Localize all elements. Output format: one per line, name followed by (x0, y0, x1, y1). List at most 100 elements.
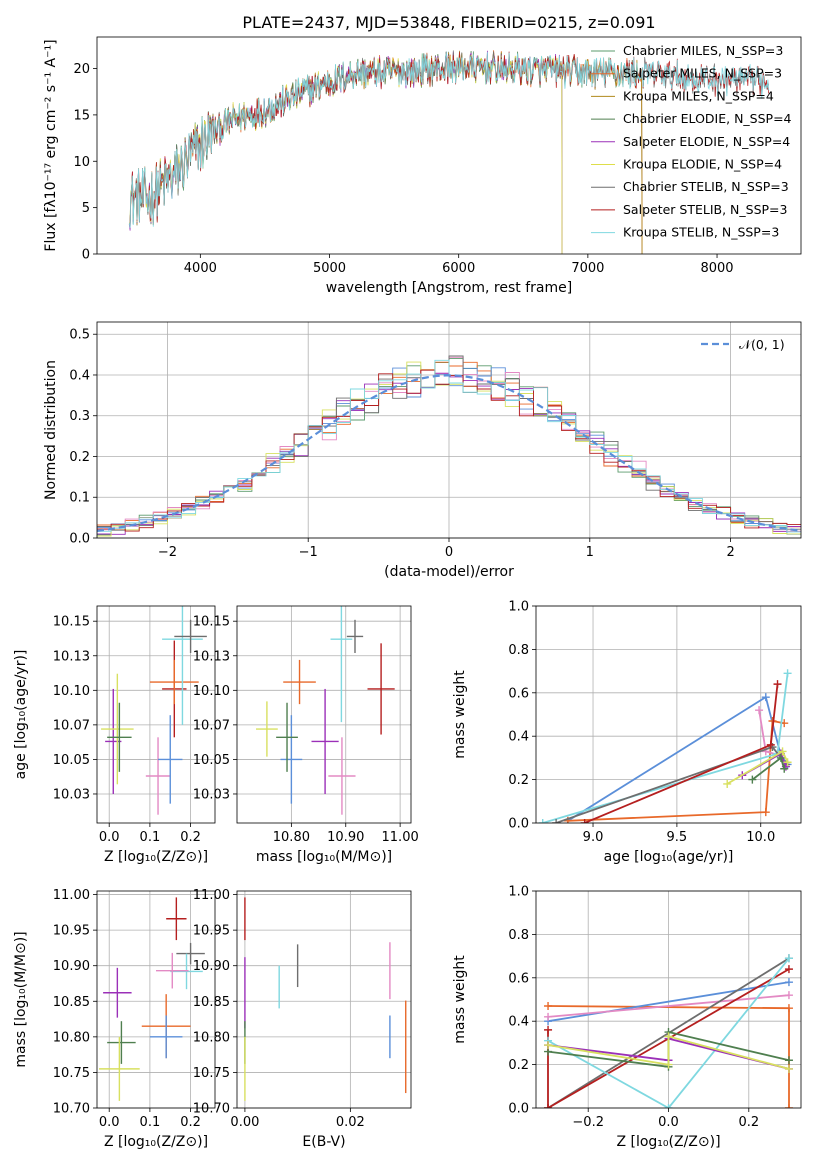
legend-label: Chabrier STELIB, N_SSP=3 (623, 179, 789, 194)
y-tick-label: 1.0 (508, 885, 529, 900)
y-tick-label: 0.6 (508, 971, 529, 986)
y-axis-label: age [log₁₀(age/yr)] (13, 650, 29, 780)
axes-frame (236, 890, 412, 1109)
plot-area (244, 897, 407, 1101)
y-tick-label: 20 (73, 62, 90, 77)
y-tick-label: 0.1 (69, 491, 90, 506)
weight-marker (664, 1060, 673, 1069)
weight-line (547, 957, 790, 1108)
y-tick-label: 10.70 (193, 1102, 230, 1117)
y-tick-label: 10 (73, 155, 90, 170)
y-axis-label: Flux [fλ10⁻¹⁷ erg cm⁻² s⁻¹ A⁻¹] (43, 39, 59, 251)
weight-marker (761, 808, 770, 817)
y-tick-label: 0.8 (508, 928, 529, 943)
panel-residuals: −2 −1 0 1 2 0.0 0.1 0.2 0.3 0.4 0.5 𝒩(0, 1) (data-mo… (43, 321, 802, 580)
weight-marker (784, 1104, 793, 1108)
weight-marker (784, 1064, 793, 1073)
legend-label: 𝒩(0, 1) (739, 337, 785, 352)
y-tick-label: 10.15 (193, 615, 230, 630)
x-tick-label: 0.0 (99, 830, 120, 845)
weight-marker (544, 1012, 553, 1021)
x-tick-label: 4000 (184, 261, 217, 276)
weight-marker (761, 693, 770, 702)
weight-marker (664, 1032, 673, 1041)
plot-area (128, 50, 770, 254)
weight-marker (748, 775, 757, 784)
panel-age_vs_Z: 0.0 0.1 0.2 10.03 10.05 10.07 10.10 10.13 10.15 Z… (13, 605, 216, 865)
x-axis-label: mass [log₁₀(M/M⊙)] (256, 849, 392, 865)
x-tick-label: −2 (158, 545, 177, 560)
x-tick-label: 0.1 (140, 830, 161, 845)
weight-marker (544, 1025, 553, 1034)
x-tick-label: 0.2 (180, 1115, 201, 1130)
x-axis-label: Z [log₁₀(Z/Z⊙)] (104, 1134, 208, 1150)
x-axis-label: Z [log₁₀(Z/Z⊙)] (104, 849, 208, 865)
axes-frame (535, 605, 802, 824)
axes-frame (96, 605, 216, 824)
y-tick-label: 10.13 (193, 649, 230, 664)
y-tick-label: 0.8 (508, 643, 529, 658)
residual-histogram (97, 359, 801, 538)
weight-line (567, 695, 789, 822)
x-tick-label: 0.2 (180, 830, 201, 845)
legend-label: Salpeter MILES, N_SSP=3 (623, 66, 782, 81)
y-tick-label: 11.00 (193, 888, 230, 903)
x-tick-label: −0.2 (572, 1115, 604, 1130)
y-tick-label: 10.05 (53, 753, 90, 768)
weight-marker (784, 1056, 793, 1065)
x-tick-label: 11.00 (382, 830, 419, 845)
y-tick-label: 10.05 (193, 753, 230, 768)
y-tick-label: 0.0 (508, 1102, 529, 1117)
y-tick-label: 11.00 (53, 888, 90, 903)
legend-label: Kroupa ELODIE, N_SSP=4 (623, 157, 782, 172)
y-tick-label: 10.03 (193, 787, 230, 802)
y-tick-label: 0.2 (508, 773, 529, 788)
x-tick-label: 9.0 (583, 830, 604, 845)
x-axis-label: age [log₁₀(age/yr)] (604, 849, 734, 865)
spectrum-line (128, 51, 770, 228)
weight-marker (778, 747, 787, 756)
panel-weight_vs_Z: −0.2 0.0 0.2 0.0 0.2 0.4 0.6 0.8 1.0 Z [log₁₀(Z/Z… (452, 885, 802, 1150)
panel-mass_vs_ebv: 0.00 0.02 10.70 10.75 10.80 10.85 10.90 10.95 11… (193, 888, 412, 1150)
plot-area (544, 954, 793, 1108)
y-tick-label: 0.4 (508, 730, 529, 745)
x-tick-label: −1 (299, 545, 318, 560)
weight-line (547, 994, 790, 1018)
x-axis-label: Z [log₁₀(Z/Z⊙)] (616, 1134, 720, 1150)
y-tick-label: 10.07 (53, 718, 90, 733)
axes-frame (96, 36, 802, 255)
y-tick-label: 10.15 (53, 615, 90, 630)
legend-label: Chabrier MILES, N_SSP=3 (623, 43, 783, 58)
plot-area (256, 606, 395, 815)
y-tick-label: 10.90 (53, 959, 90, 974)
y-tick-label: 10.13 (53, 649, 90, 664)
x-tick-label: 10.90 (327, 830, 364, 845)
axes-frame (236, 605, 412, 824)
weight-line (547, 1035, 790, 1070)
weight-marker (784, 978, 793, 987)
weight-marker (544, 1041, 553, 1050)
y-tick-label: 0.2 (508, 1058, 529, 1073)
x-tick-label: 0.0 (99, 1115, 120, 1130)
y-tick-label: 10.75 (193, 1066, 230, 1081)
x-axis-label: wavelength [Angstrom, rest frame] (326, 280, 572, 296)
y-tick-label: 10.10 (193, 684, 230, 699)
legend-label: Kroupa STELIB, N_SSP=3 (623, 225, 779, 240)
weight-marker (544, 1002, 553, 1011)
weight-marker (664, 1104, 673, 1108)
axes-frame (535, 890, 802, 1109)
y-tick-label: 0.4 (69, 368, 90, 383)
y-tick-label: 0 (82, 248, 90, 263)
x-tick-label: 10.0 (746, 830, 775, 845)
y-axis-label: mass weight (452, 670, 468, 759)
y-tick-label: 10.95 (193, 924, 230, 939)
x-tick-label: 8000 (700, 261, 733, 276)
y-tick-label: 0.2 (69, 450, 90, 465)
x-tick-label: 0.00 (230, 1115, 259, 1130)
x-tick-label: 0.02 (336, 1115, 365, 1130)
y-axis-label: mass weight (452, 955, 468, 1044)
y-tick-label: 10.03 (53, 787, 90, 802)
legend-label: Salpeter ELODIE, N_SSP=4 (623, 134, 790, 149)
weight-marker (784, 1004, 793, 1013)
y-tick-label: 0.3 (69, 409, 90, 424)
